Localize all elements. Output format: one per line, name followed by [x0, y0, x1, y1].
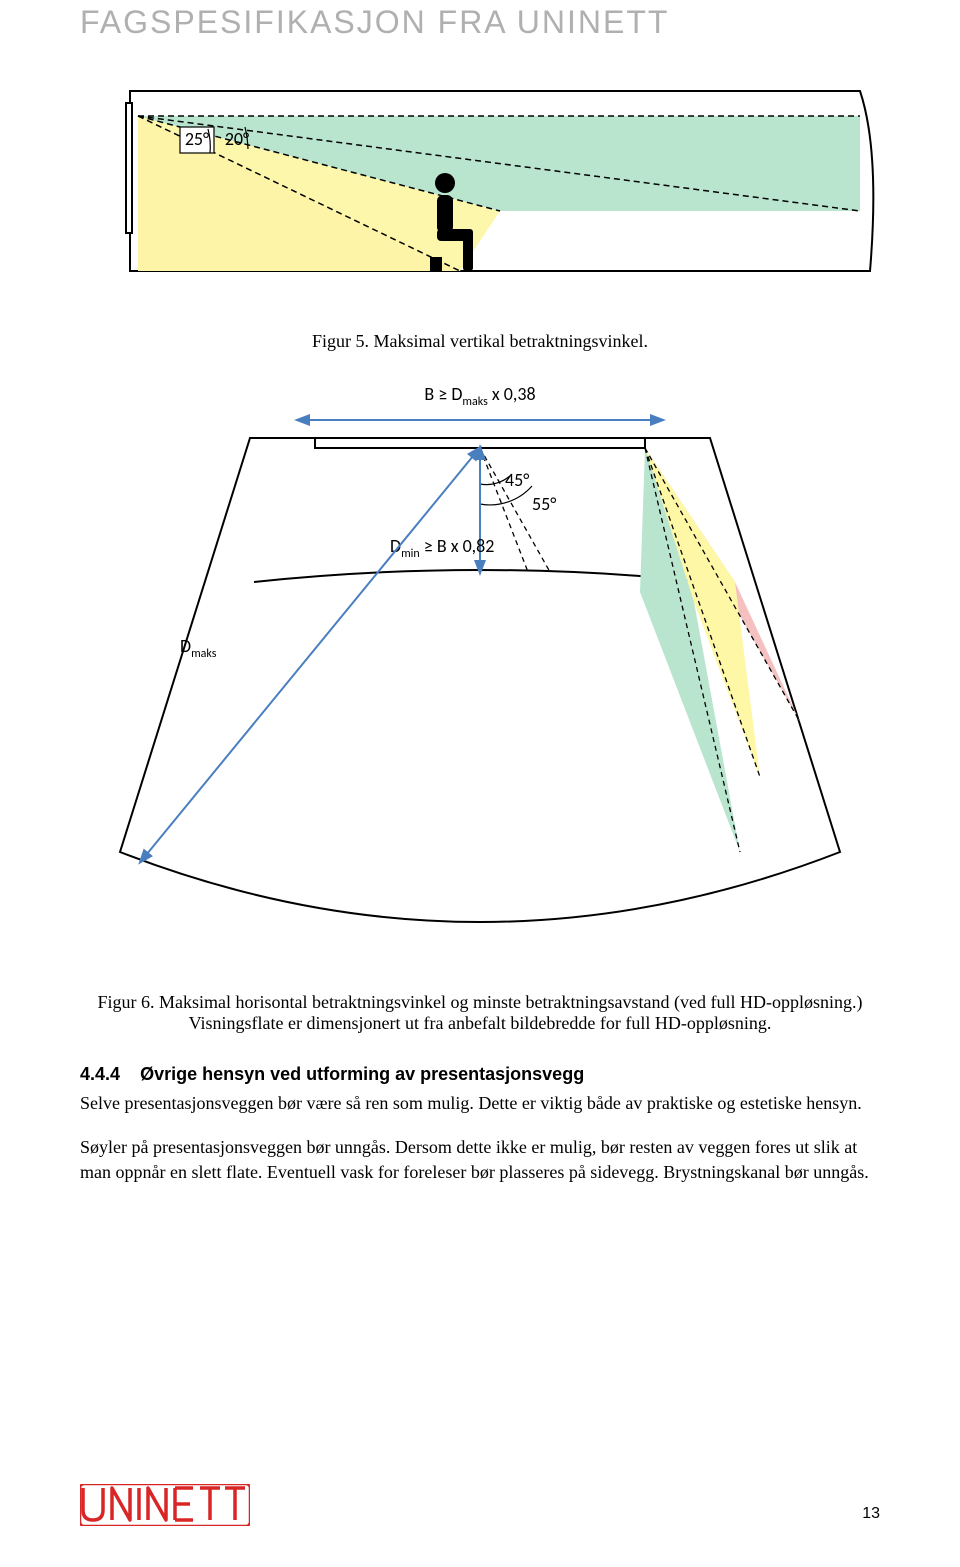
page-number: 13 [862, 1505, 880, 1523]
figure6-angle-45: 45° [505, 469, 529, 491]
figure-5-caption: Figur 5. Maksimal vertikal betraktningsv… [80, 331, 880, 352]
uninett-logo [80, 1484, 250, 1531]
section-number: 4.4.4 [80, 1064, 120, 1084]
figure6-formula-top: B ≥ Dmaks x 0,38 [424, 383, 535, 409]
section-heading: 4.4.4 Øvrige hensyn ved utforming av pre… [80, 1064, 880, 1085]
section-paragraph-1: Selve presentasjonsveggen bør være så re… [80, 1091, 880, 1115]
figure5-angle-25: 25° [185, 128, 209, 150]
figure-5-diagram: 25° 20° [80, 71, 880, 311]
figure6-angle-55: 55° [532, 493, 556, 515]
section-paragraph-2: Søyler på presentasjonsveggen bør unngås… [80, 1135, 880, 1184]
figure-6-diagram: B ≥ Dmaks x 0,38 45° 55° Dmin ≥ B x 0,82… [80, 382, 880, 982]
figure6-formula-side: Dmaks [180, 635, 217, 661]
section-title: Øvrige hensyn ved utforming av presentas… [140, 1064, 584, 1084]
page-header: FAGSPESIFIKASJON FRA UNINETT [80, 0, 880, 41]
figure-6-caption: Figur 6. Maksimal horisontal betraktning… [80, 992, 880, 1034]
